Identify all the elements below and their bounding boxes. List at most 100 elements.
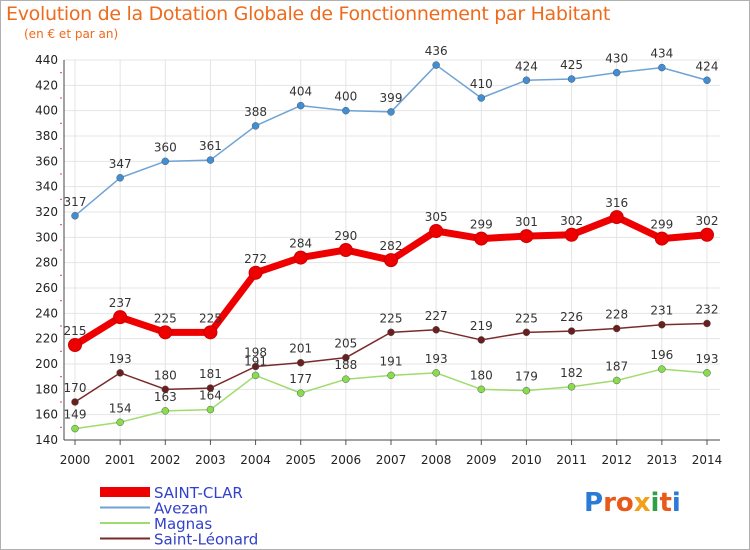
data-point-saint-clar bbox=[564, 227, 579, 242]
data-point-magnas bbox=[161, 407, 170, 415]
data-point-magnas bbox=[251, 371, 260, 380]
x-tick-label: 2001 bbox=[105, 453, 136, 467]
chart-title: Evolution de la Dotation Globale de Fonc… bbox=[6, 3, 611, 25]
data-point-magnas bbox=[342, 375, 350, 383]
data-label-avezan: 436 bbox=[425, 44, 448, 58]
x-tick-label: 2010 bbox=[511, 453, 542, 467]
data-label-saint-l-onard: 181 bbox=[199, 367, 222, 381]
data-point-saint-clar bbox=[158, 325, 173, 340]
data-label-saint-clar: 225 bbox=[199, 311, 222, 325]
data-point-saint-clar bbox=[519, 229, 534, 244]
y-tick-label: 180 bbox=[35, 382, 58, 396]
data-point-magnas bbox=[206, 405, 215, 414]
y-tick-label: 440 bbox=[35, 53, 58, 67]
data-label-magnas: 163 bbox=[154, 390, 177, 404]
data-point-saint-l-onard bbox=[342, 353, 350, 362]
data-label-avezan: 430 bbox=[605, 52, 628, 66]
data-label-saint-l-onard: 226 bbox=[560, 310, 583, 324]
logo-letter: i bbox=[671, 488, 681, 518]
series-lines bbox=[68, 61, 714, 433]
chart-subtitle: (en € et par an) bbox=[24, 27, 119, 41]
data-point-saint-clar bbox=[700, 227, 714, 242]
data-point-saint-l-onard bbox=[116, 369, 124, 377]
data-label-magnas: 188 bbox=[334, 358, 357, 372]
data-label-saint-l-onard: 231 bbox=[650, 304, 673, 318]
data-label-saint-l-onard: 201 bbox=[289, 342, 312, 356]
y-tick-label: 280 bbox=[35, 256, 58, 270]
logo-letter: r bbox=[603, 488, 616, 518]
data-label-avezan: 388 bbox=[244, 105, 267, 119]
data-point-avezan bbox=[206, 156, 215, 164]
data-label-saint-clar: 316 bbox=[605, 196, 628, 210]
data-point-saint-clar bbox=[203, 325, 218, 340]
data-label-magnas: 154 bbox=[109, 401, 132, 415]
y-tick-label: 200 bbox=[35, 357, 58, 371]
data-point-magnas bbox=[612, 376, 621, 385]
data-label-saint-clar: 302 bbox=[696, 214, 719, 228]
data-label-saint-l-onard: 225 bbox=[515, 311, 538, 325]
y-tick-label: 260 bbox=[35, 281, 58, 295]
legend-label-magnas: Magnas bbox=[154, 515, 212, 533]
data-point-saint-clar bbox=[654, 231, 669, 246]
data-point-saint-clar bbox=[113, 310, 128, 325]
data-point-magnas bbox=[522, 386, 531, 395]
data-label-saint-l-onard: 180 bbox=[154, 368, 177, 382]
x-tick-label: 2004 bbox=[240, 453, 271, 467]
x-tick-label: 2014 bbox=[692, 453, 723, 467]
data-point-avezan bbox=[612, 68, 621, 77]
data-point-saint-clar bbox=[474, 231, 489, 246]
data-label-avezan: 425 bbox=[560, 58, 583, 72]
data-point-saint-l-onard bbox=[522, 328, 531, 337]
y-tick-label: 140 bbox=[35, 433, 58, 447]
data-label-saint-clar: 305 bbox=[425, 210, 448, 224]
logo-letter: t bbox=[659, 488, 672, 518]
legend-label-saint-clar: SAINT-CLAR bbox=[154, 484, 243, 502]
data-label-saint-clar: 301 bbox=[515, 215, 538, 229]
axes: 140 160 180 200 220 240 260 280 300 320 340 360 380 4… bbox=[35, 53, 722, 467]
data-point-saint-l-onard bbox=[567, 327, 576, 335]
data-point-avezan bbox=[432, 61, 440, 69]
data-point-saint-l-onard bbox=[387, 328, 395, 337]
data-label-avezan: 399 bbox=[380, 91, 403, 105]
data-point-saint-l-onard bbox=[206, 384, 215, 392]
y-tick-label: 300 bbox=[35, 230, 58, 244]
data-point-avezan bbox=[296, 101, 305, 110]
data-point-saint-clar bbox=[68, 338, 82, 352]
y-tick-label: 240 bbox=[35, 306, 58, 320]
data-point-magnas bbox=[477, 385, 486, 394]
data-label-magnas: 187 bbox=[605, 359, 628, 373]
data-label-saint-clar: 290 bbox=[334, 229, 357, 243]
data-label-saint-l-onard: 227 bbox=[425, 309, 448, 323]
x-tick-label: 2006 bbox=[331, 453, 362, 467]
y-tick-label: 320 bbox=[35, 205, 58, 219]
data-point-avezan bbox=[342, 106, 350, 115]
data-point-avezan bbox=[71, 212, 79, 220]
data-label-saint-l-onard: 232 bbox=[696, 302, 719, 316]
data-label-saint-l-onard: 193 bbox=[109, 352, 132, 366]
data-point-saint-l-onard bbox=[251, 362, 260, 371]
data-label-saint-clar: 215 bbox=[64, 324, 87, 338]
data-point-saint-clar bbox=[338, 243, 353, 257]
data-point-saint-l-onard bbox=[477, 336, 486, 344]
data-point-magnas bbox=[432, 369, 440, 377]
y-tick-label: 220 bbox=[35, 332, 58, 346]
data-label-saint-clar: 299 bbox=[470, 218, 493, 232]
data-label-avezan: 410 bbox=[470, 77, 493, 91]
grid bbox=[64, 59, 720, 441]
data-point-saint-l-onard bbox=[71, 398, 79, 406]
data-label-saint-l-onard: 228 bbox=[605, 308, 628, 322]
x-tick-label: 2011 bbox=[556, 453, 587, 467]
x-tick-label: 2003 bbox=[195, 453, 226, 467]
data-label-avezan: 400 bbox=[334, 90, 357, 104]
data-point-magnas bbox=[116, 418, 124, 427]
data-label-saint-l-onard: 205 bbox=[334, 337, 357, 351]
x-tick-label: 2008 bbox=[421, 453, 452, 467]
data-point-magnas bbox=[658, 365, 666, 373]
data-label-saint-l-onard: 170 bbox=[64, 381, 87, 395]
y-tick-label: 420 bbox=[35, 78, 58, 92]
data-label-saint-clar: 225 bbox=[154, 311, 177, 325]
data-label-avezan: 347 bbox=[109, 157, 132, 171]
data-label-saint-clar: 299 bbox=[650, 218, 673, 232]
data-label-magnas: 180 bbox=[470, 368, 493, 382]
